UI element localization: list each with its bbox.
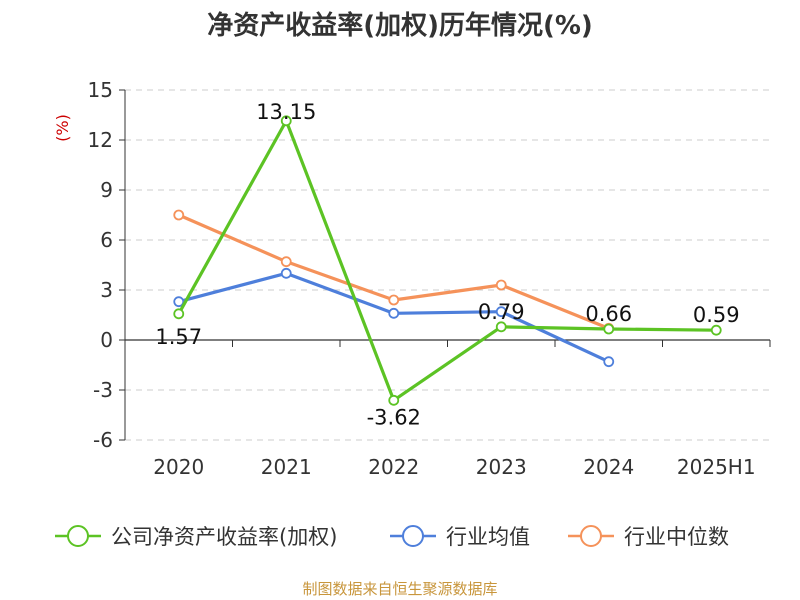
data-point[interactable] bbox=[710, 324, 722, 336]
legend-swatch-circle bbox=[67, 525, 89, 547]
data-point[interactable] bbox=[388, 307, 400, 319]
y-tick-label: 9 bbox=[100, 178, 113, 202]
data-point[interactable] bbox=[173, 209, 185, 221]
data-label: -3.62 bbox=[367, 405, 421, 429]
data-point[interactable] bbox=[280, 267, 292, 279]
legend-item[interactable]: 公司净资产收益率(加权) bbox=[55, 525, 337, 549]
data-point[interactable] bbox=[280, 256, 292, 268]
data-label: 0.79 bbox=[478, 300, 525, 324]
data-point[interactable] bbox=[495, 321, 507, 333]
legend-swatch-circle bbox=[402, 525, 424, 547]
data-point[interactable] bbox=[388, 294, 400, 306]
legend-swatch-circle bbox=[580, 525, 602, 547]
chart-title: 净资产收益率(加权)历年情况(%) bbox=[207, 10, 593, 41]
legend-label: 行业均值 bbox=[446, 525, 530, 549]
x-tick-label: 2025H1 bbox=[677, 455, 756, 479]
data-point[interactable] bbox=[388, 394, 400, 406]
series-line bbox=[177, 119, 717, 402]
data-label: 0.59 bbox=[693, 303, 740, 327]
x-tick-label: 2020 bbox=[153, 455, 204, 479]
legend-label: 行业中位数 bbox=[624, 525, 729, 549]
y-tick-label: -6 bbox=[93, 428, 113, 452]
series-group: 1.57 13.15 -3.62 0.79 0.66 0.59 bbox=[155, 100, 739, 430]
data-point[interactable] bbox=[495, 279, 507, 291]
data-point[interactable] bbox=[603, 323, 615, 335]
source-note: 制图数据来自恒生聚源数据库 bbox=[302, 580, 497, 598]
legend-item[interactable]: 行业均值 bbox=[390, 525, 530, 549]
data-point[interactable] bbox=[173, 296, 185, 308]
legend-label: 公司净资产收益率(加权) bbox=[111, 525, 337, 549]
y-tick-label: 6 bbox=[100, 228, 113, 252]
data-point[interactable] bbox=[173, 308, 185, 320]
data-point[interactable] bbox=[495, 306, 507, 318]
data-point[interactable] bbox=[603, 356, 615, 368]
y-tick-label: 3 bbox=[100, 278, 113, 302]
y-tick-label: 0 bbox=[100, 328, 113, 352]
data-point[interactable] bbox=[280, 115, 292, 127]
x-tick-label: 2023 bbox=[476, 455, 527, 479]
y-tick-label: -3 bbox=[93, 378, 113, 402]
axes: 15 12 9 6 3 0 -3 -6 2020 2021 2022 2023 2024 2025H1 bbox=[88, 78, 771, 479]
data-label: 13.15 bbox=[256, 100, 316, 124]
legend-item[interactable]: 行业中位数 bbox=[568, 525, 729, 549]
grid bbox=[125, 89, 770, 441]
y-tick-label: 15 bbox=[88, 78, 113, 102]
legend[interactable]: 公司净资产收益率(加权) 行业均值 行业中位数 bbox=[55, 525, 729, 549]
y-axis-unit-label: (%) bbox=[53, 114, 72, 142]
x-tick-label: 2022 bbox=[368, 455, 419, 479]
x-tick-label: 2021 bbox=[261, 455, 312, 479]
x-tick-label: 2024 bbox=[583, 455, 634, 479]
data-label: 1.57 bbox=[155, 325, 202, 349]
y-tick-label: 12 bbox=[88, 128, 113, 152]
data-label: 0.66 bbox=[585, 302, 632, 326]
